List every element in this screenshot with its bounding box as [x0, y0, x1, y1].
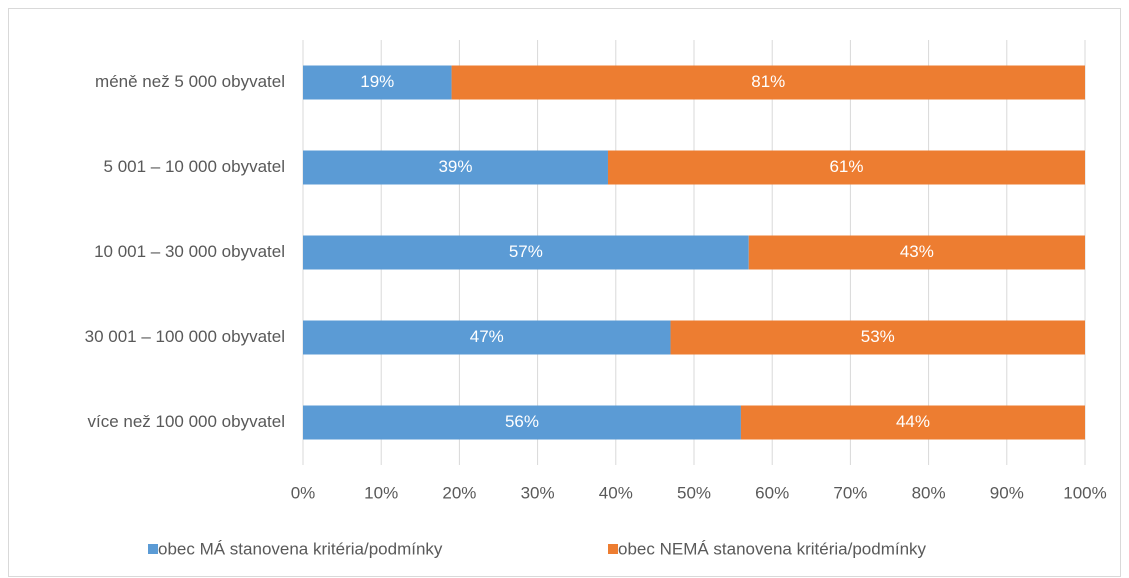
legend-label: obec NEMÁ stanovena kritéria/podmínky [618, 539, 927, 558]
data-label: 19% [360, 72, 394, 91]
x-tick-label: 70% [833, 483, 867, 502]
y-tick-label: 30 001 – 100 000 obyvatel [85, 327, 285, 346]
x-tick-label: 0% [291, 483, 316, 502]
y-tick-label: více než 100 000 obyvatel [87, 412, 285, 431]
y-tick-label: méně než 5 000 obyvatel [95, 72, 285, 91]
bar-segment [748, 235, 1085, 270]
data-label: 56% [505, 412, 539, 431]
x-tick-label: 50% [677, 483, 711, 502]
x-tick-label: 90% [990, 483, 1024, 502]
legend-swatch [148, 544, 158, 554]
data-label: 44% [896, 412, 930, 431]
x-tick-label: 40% [599, 483, 633, 502]
legend-swatch [608, 544, 618, 554]
legend-label: obec MÁ stanovena kritéria/podmínky [158, 539, 443, 558]
data-label: 81% [751, 72, 785, 91]
x-tick-label: 20% [442, 483, 476, 502]
data-label: 61% [829, 157, 863, 176]
x-tick-label: 100% [1063, 483, 1106, 502]
x-tick-label: 60% [755, 483, 789, 502]
chart-border [8, 8, 1121, 577]
bar-segment [303, 320, 671, 355]
data-label: 47% [470, 327, 504, 346]
data-label: 39% [438, 157, 472, 176]
x-tick-label: 30% [521, 483, 555, 502]
bar-segment [607, 150, 1085, 185]
bar-segment [303, 405, 741, 440]
data-label: 43% [900, 242, 934, 261]
bar-segment [303, 65, 452, 100]
x-tick-label: 10% [364, 483, 398, 502]
data-label: 53% [861, 327, 895, 346]
data-label: 57% [509, 242, 543, 261]
bar-segment [303, 235, 749, 270]
bar-segment [740, 405, 1085, 440]
y-tick-label: 10 001 – 30 000 obyvatel [94, 242, 285, 261]
bar-segment [303, 150, 608, 185]
bar-segment [451, 65, 1086, 100]
y-tick-label: 5 001 – 10 000 obyvatel [104, 157, 285, 176]
bar-segment [670, 320, 1085, 355]
x-tick-label: 80% [912, 483, 946, 502]
